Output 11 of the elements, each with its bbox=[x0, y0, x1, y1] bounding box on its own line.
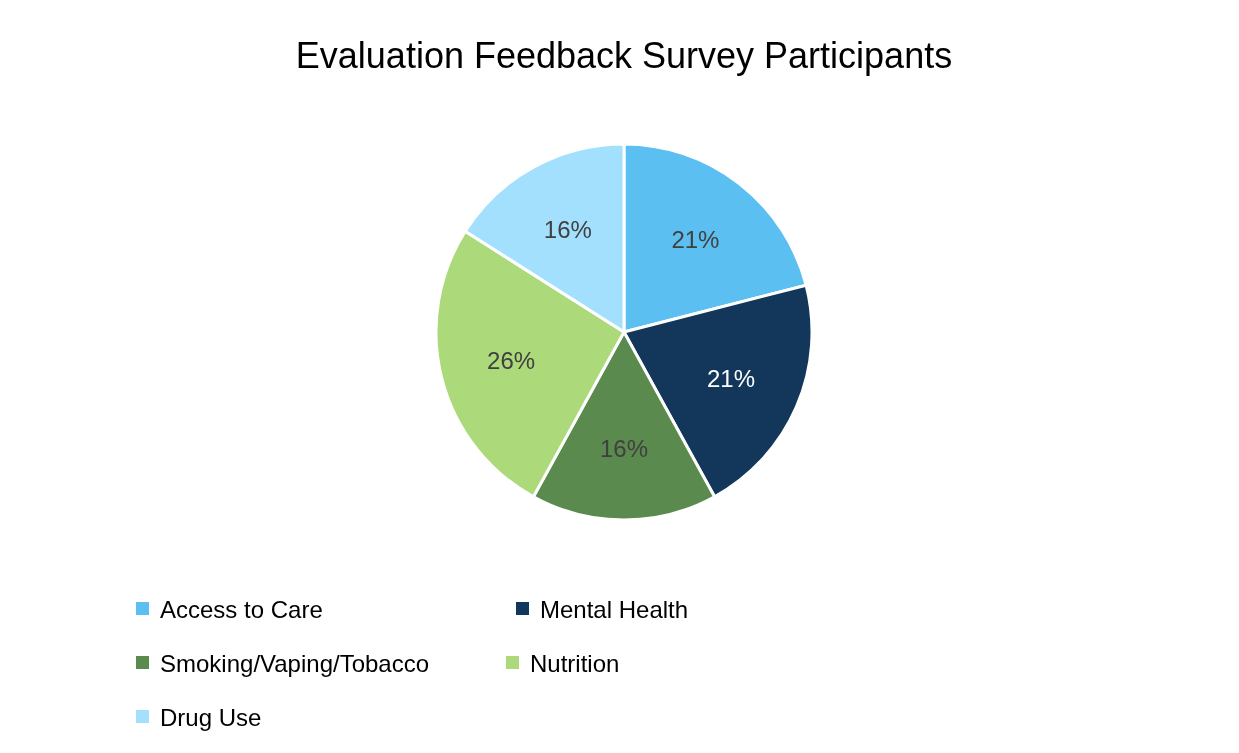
data-label: 21% bbox=[671, 226, 720, 254]
legend-label: Mental Health bbox=[540, 596, 689, 624]
chart-title: Evaluation Feedback Survey Participants bbox=[295, 34, 953, 76]
legend-label: Drug Use bbox=[160, 704, 262, 732]
legend-label: Nutrition bbox=[530, 650, 620, 678]
data-label: 16% bbox=[543, 216, 592, 244]
legend-label: Access to Care bbox=[160, 596, 323, 624]
data-label: 21% bbox=[706, 364, 755, 392]
data-label: 26% bbox=[487, 347, 536, 375]
legend-label: Smoking/Vaping/Tobacco bbox=[160, 650, 430, 678]
data-label: 16% bbox=[599, 434, 649, 462]
